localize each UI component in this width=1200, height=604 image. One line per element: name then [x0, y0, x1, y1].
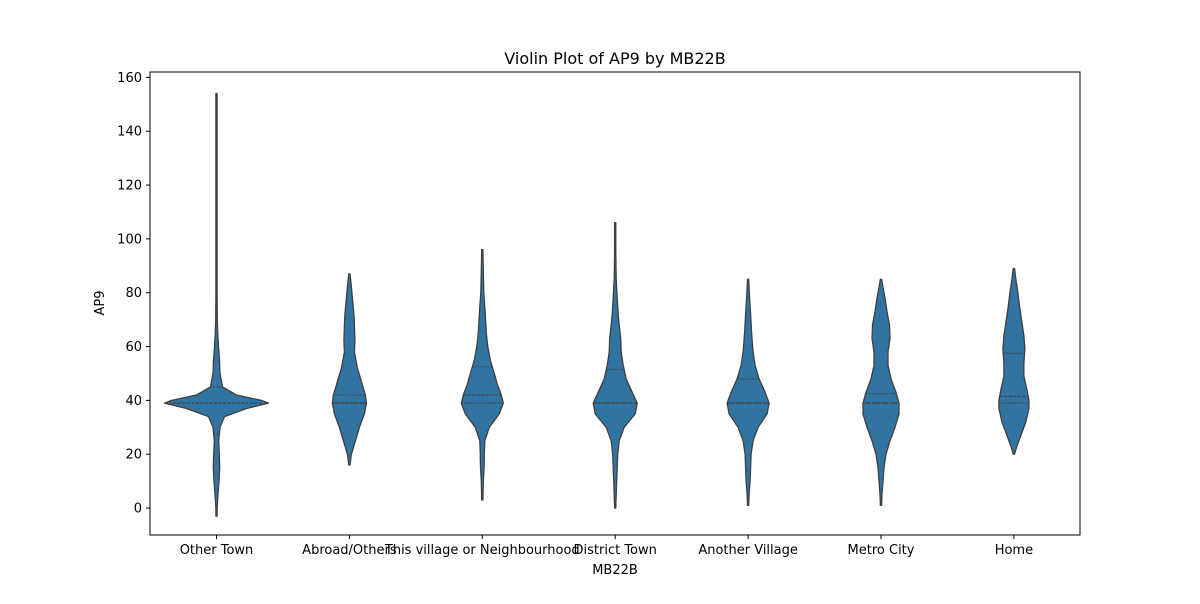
violin-metro-city — [862, 278, 900, 507]
x-tick-label: Another Village — [698, 543, 798, 558]
x-tick-label: Home — [995, 543, 1033, 558]
y-tick-label: 160 — [117, 71, 142, 86]
violin-other-town — [163, 92, 270, 517]
y-tick-label: 120 — [117, 179, 142, 194]
x-tick-label: Abroad/Others — [302, 543, 397, 558]
x-tick-label: This village or Neighbourhood — [384, 543, 580, 558]
y-tick-label: 140 — [117, 125, 142, 140]
y-tick-label: 60 — [125, 340, 142, 355]
y-tick-label: 20 — [125, 448, 142, 463]
x-tick-label: Metro City — [848, 543, 915, 558]
violins-layer — [163, 92, 1030, 517]
y-tick-label: 0 — [134, 502, 142, 517]
axes-layer: 0 20 40 60 80 100 120 140 160 Other Town Abroad/Ot… — [117, 71, 1033, 558]
chart-title: Violin Plot of AP9 by MB22B — [504, 49, 725, 68]
y-tick-label: 40 — [125, 394, 142, 409]
plot-frame — [149, 71, 1081, 536]
violin-this-village-or-neighbourhood — [460, 249, 504, 501]
x-tick-label: Other Town — [180, 543, 254, 558]
y-tick-label: 80 — [125, 286, 142, 301]
violin-district-town — [592, 222, 638, 509]
violin-home — [998, 267, 1030, 455]
y-axis-label: AP9 — [93, 290, 108, 315]
x-tick-label: District Town — [574, 543, 657, 558]
violin-another-village — [726, 278, 770, 507]
x-axis-label: MB22B — [592, 563, 638, 578]
violin-abroad-others — [331, 273, 368, 466]
y-tick-label: 100 — [117, 232, 142, 247]
